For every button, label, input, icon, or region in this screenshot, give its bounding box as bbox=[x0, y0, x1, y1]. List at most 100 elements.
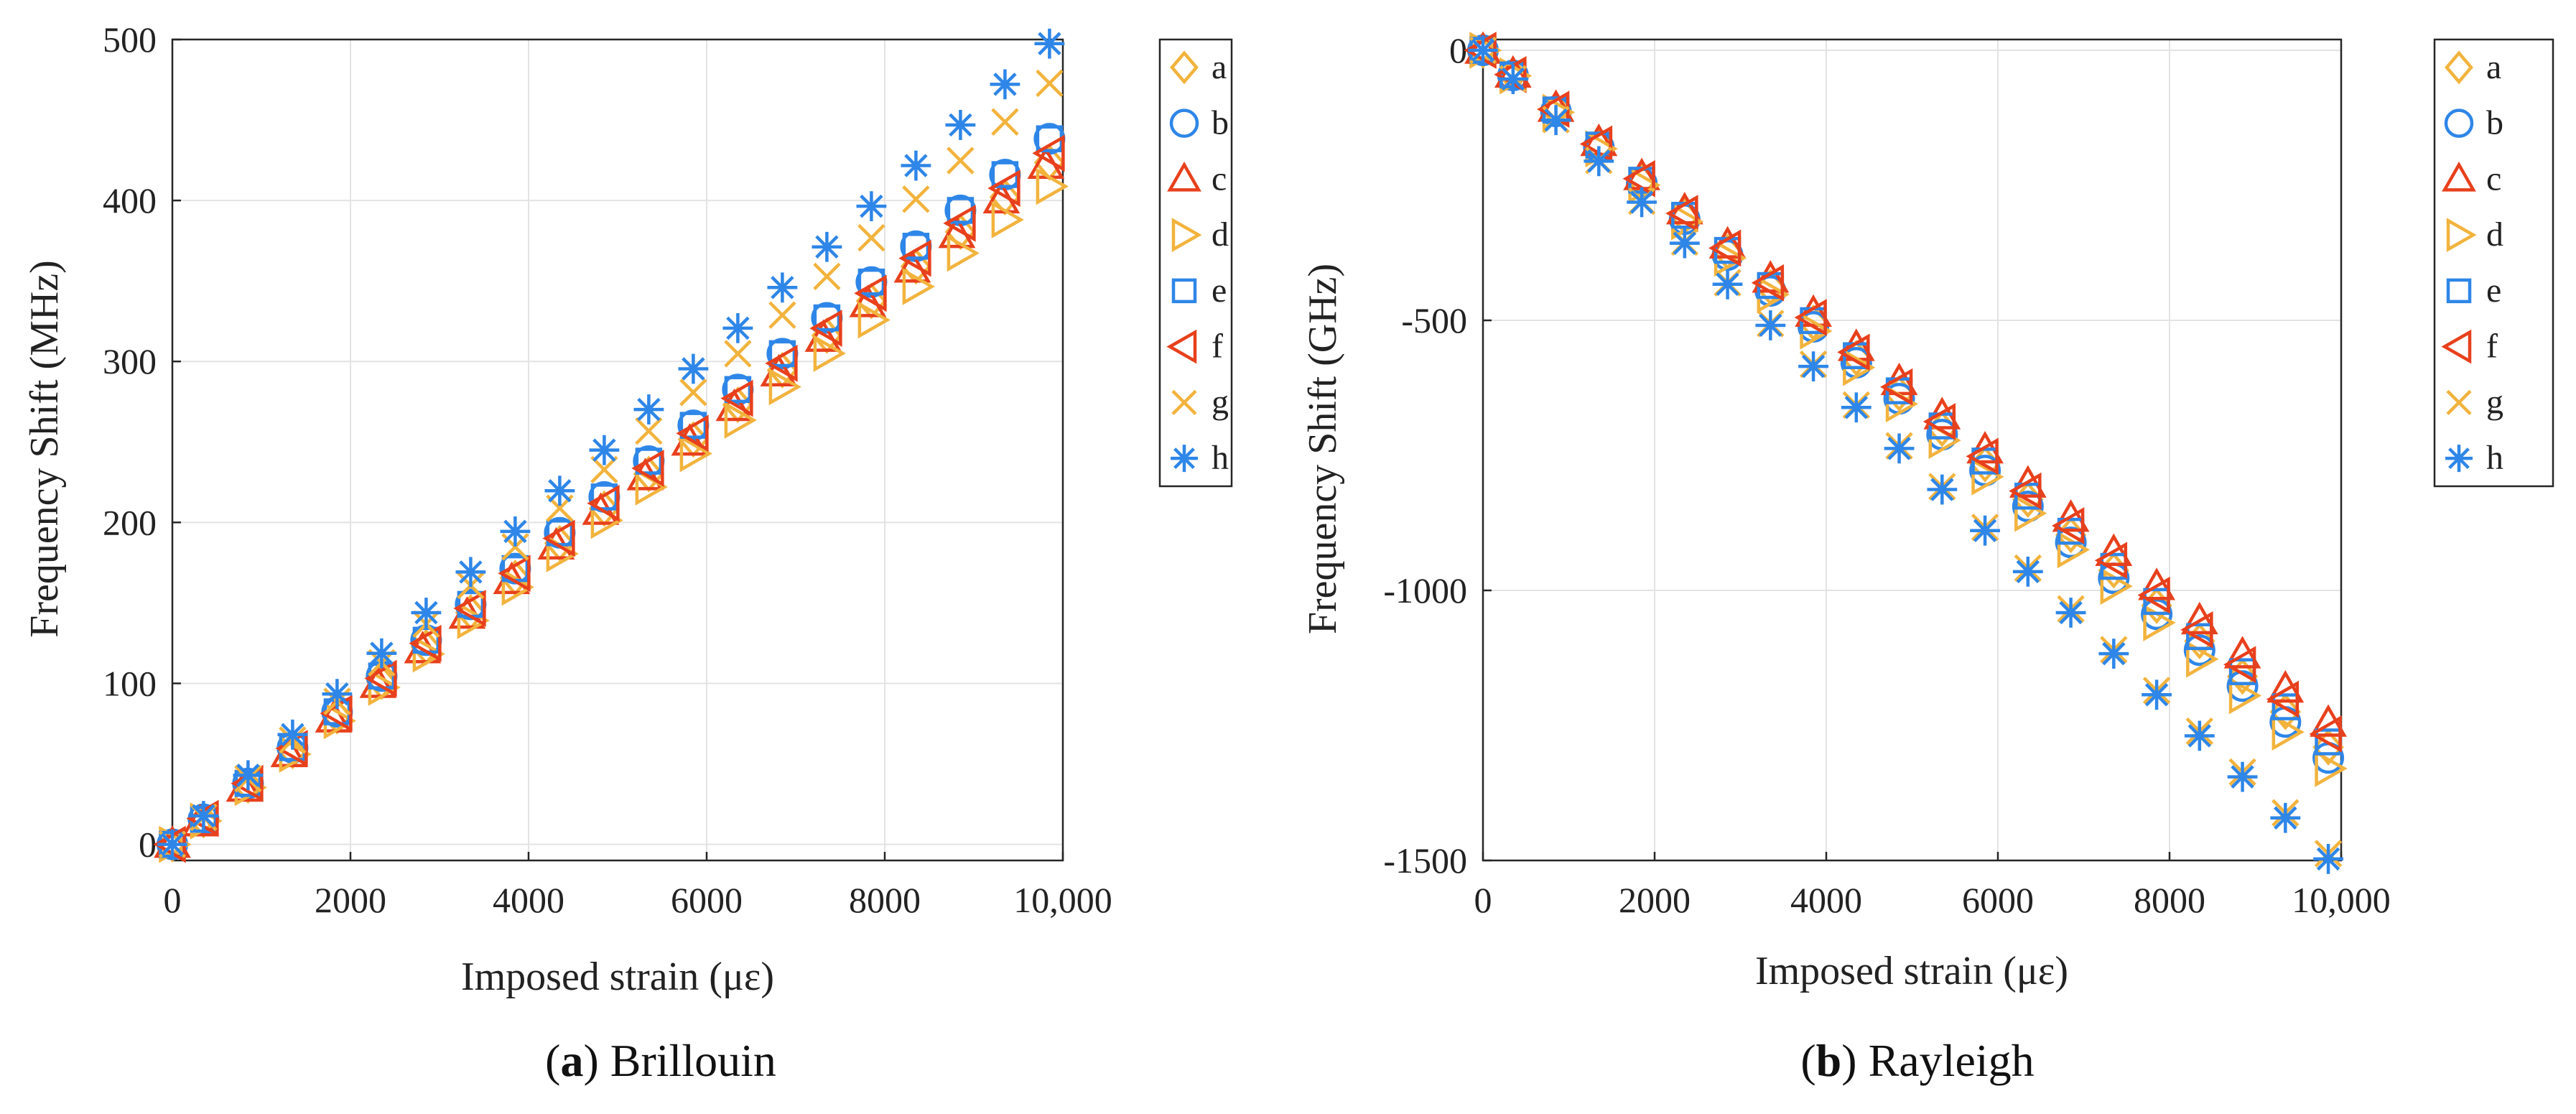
legend-label-a: a bbox=[1212, 48, 1227, 86]
data-point-g bbox=[768, 301, 796, 329]
data-point-h bbox=[812, 231, 842, 262]
data-point-d bbox=[902, 268, 935, 305]
data-point-f bbox=[498, 554, 531, 593]
data-point-f bbox=[1665, 195, 1698, 232]
data-point-f bbox=[1032, 134, 1065, 172]
data-point-d bbox=[457, 602, 490, 639]
legend-label-a: a bbox=[2486, 48, 2501, 86]
data-point-f bbox=[453, 590, 486, 627]
data-point-h bbox=[990, 69, 1020, 100]
data-point-c bbox=[2180, 601, 2218, 635]
legend-marker-g bbox=[2446, 389, 2472, 415]
x-tick-label: 4000 bbox=[493, 880, 564, 920]
legend-marker-e bbox=[1171, 278, 1197, 304]
data-markers bbox=[153, 28, 1069, 863]
data-point-h bbox=[2055, 598, 2086, 628]
data-point-c bbox=[2138, 567, 2175, 600]
data-point-h bbox=[1540, 105, 1571, 136]
data-point-h bbox=[1798, 351, 1828, 381]
data-point-g bbox=[991, 108, 1019, 136]
data-point-h bbox=[2270, 802, 2301, 833]
data-point-h bbox=[1034, 28, 1065, 59]
data-point-a bbox=[2269, 693, 2301, 730]
data-point-g bbox=[679, 379, 707, 407]
data-point-h bbox=[157, 829, 187, 860]
legend-marker-f bbox=[2441, 329, 2472, 364]
data-point-d bbox=[991, 201, 1024, 238]
legend-label-c: c bbox=[2486, 159, 2501, 198]
legend-marker-d bbox=[2446, 218, 2477, 253]
legend-marker-f bbox=[1166, 329, 1197, 364]
data-point-h bbox=[1970, 515, 2000, 546]
data-point-g bbox=[590, 455, 618, 484]
y-tick-label: 300 bbox=[103, 341, 157, 381]
data-point-f bbox=[2137, 576, 2170, 614]
legend-label-g: g bbox=[2486, 383, 2503, 421]
caption-letter: b bbox=[1816, 1035, 1842, 1086]
data-point-f bbox=[898, 239, 931, 277]
data-point-e bbox=[679, 412, 707, 439]
legend-label-h: h bbox=[2486, 439, 2503, 477]
legend-marker-h bbox=[2445, 445, 2473, 473]
legend-label-b: b bbox=[2486, 104, 2503, 142]
data-point-d bbox=[679, 435, 712, 473]
data-point-c bbox=[2009, 465, 2047, 498]
data-point-d bbox=[1036, 167, 1069, 205]
plot-frame bbox=[171, 38, 1064, 862]
data-point-d bbox=[768, 368, 801, 406]
legend-marker-h bbox=[1171, 445, 1198, 473]
data-point-h bbox=[767, 272, 798, 303]
data-point-f bbox=[1880, 368, 1913, 406]
data-point-f bbox=[1922, 403, 1956, 440]
data-markers bbox=[1464, 31, 2348, 874]
legend-marker-e bbox=[2446, 278, 2472, 304]
plot-frame bbox=[1482, 38, 2343, 862]
data-point-h bbox=[1841, 392, 1871, 423]
x-tick-label: 10,000 bbox=[1013, 880, 1112, 920]
data-point-a bbox=[2312, 728, 2344, 766]
legend-marker-a bbox=[1170, 50, 1199, 85]
y-tick-label: 500 bbox=[103, 19, 157, 60]
data-point-d bbox=[947, 234, 980, 272]
grid bbox=[172, 40, 1063, 860]
data-point-g bbox=[902, 185, 930, 213]
caption-text: Brillouin bbox=[610, 1035, 776, 1086]
legend-marker-a bbox=[2445, 50, 2473, 85]
data-point-f bbox=[1794, 299, 1827, 336]
data-point-h bbox=[589, 435, 620, 465]
legend-label-f: f bbox=[2486, 328, 2498, 366]
data-point-e bbox=[768, 340, 796, 368]
data-point-h bbox=[678, 353, 709, 384]
data-point-h bbox=[544, 475, 575, 506]
data-point-h bbox=[945, 110, 976, 140]
legend-label-d: d bbox=[2486, 215, 2503, 254]
data-point-e bbox=[590, 483, 618, 511]
data-point-f bbox=[409, 624, 442, 662]
data-point-f bbox=[1837, 333, 1870, 371]
legend-marker-c bbox=[2442, 161, 2476, 192]
y-tick-label: -1500 bbox=[1383, 840, 1467, 881]
data-point-h bbox=[1712, 269, 1743, 300]
data-point-h bbox=[188, 801, 219, 831]
y-tick-label: 400 bbox=[103, 180, 157, 221]
legend-marker-b bbox=[1169, 108, 1199, 138]
x-axis-label: Imposed strain (με) bbox=[461, 955, 774, 999]
data-point-e bbox=[857, 268, 885, 296]
legend-marker-d bbox=[1171, 218, 1202, 253]
data-point-d bbox=[2315, 750, 2348, 787]
y-tick-label: 100 bbox=[103, 663, 157, 703]
chart-panel-brillouin: 0 2000 4000 6000 8000 10,0000100200300400500 … bbox=[22, 19, 1233, 1086]
data-point-c bbox=[2223, 636, 2261, 669]
legend-marker-c bbox=[1167, 161, 1201, 192]
data-point-h bbox=[1884, 433, 1915, 464]
data-point-g bbox=[947, 147, 975, 175]
data-point-g bbox=[724, 340, 752, 368]
data-point-g bbox=[1036, 69, 1064, 98]
legend-label-g: g bbox=[1212, 383, 1229, 421]
data-point-h bbox=[2142, 679, 2172, 710]
data-point-f bbox=[720, 379, 753, 417]
